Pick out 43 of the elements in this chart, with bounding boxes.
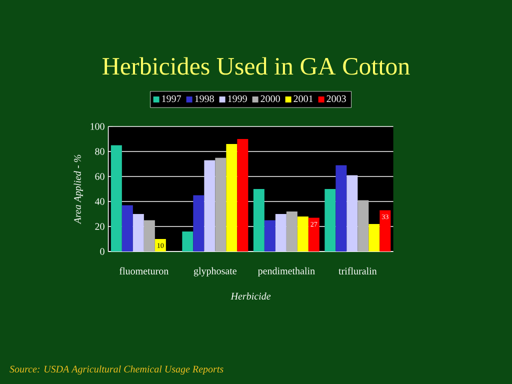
y-tick-label: 0 [100,248,104,255]
legend-label: 2001 [294,95,313,102]
legend-label: 1997 [162,95,182,102]
x-tick-label: pendimethalin [258,267,315,276]
y-axis-title: Area Applied - % [74,154,83,224]
bar [154,239,166,252]
source-note: Source: USDA Agricultural Chemical Usage Reports [10,365,224,375]
x-axis-title: Herbicide [230,292,271,300]
x-tick-label: glyphosate [194,267,236,276]
legend-label: 1998 [195,95,214,102]
legend-label: 2000 [260,95,280,102]
bar [380,210,391,252]
bar [110,145,122,252]
y-tick-label: 20 [95,223,104,230]
x-tick-label: fluometuron [120,267,168,274]
legend-label: 2003 [326,95,346,102]
y-tick-label: 80 [95,148,104,155]
bar [204,160,216,252]
legend-label: 1999 [228,95,247,102]
x-tick-label: trifluralin [338,267,377,274]
bar [368,224,380,252]
bar [215,158,226,252]
bar [132,214,144,252]
bar [226,144,238,252]
bar [297,216,308,252]
bar [264,220,276,252]
bar [275,214,286,252]
bar [286,212,298,252]
y-tick-label: 40 [94,198,104,205]
bar [144,220,155,252]
bar [182,232,194,252]
y-tick-label: 100 [90,123,104,130]
chart-title: Herbicides Used in GA Cotton [102,57,410,75]
bar [253,189,264,252]
bar [346,175,358,252]
bar [358,200,369,252]
bar [308,218,320,252]
bar [122,205,133,252]
y-tick-label: 60 [95,173,104,180]
bar [193,195,204,252]
bar [237,139,248,252]
bar [324,189,336,252]
bar [336,165,347,252]
